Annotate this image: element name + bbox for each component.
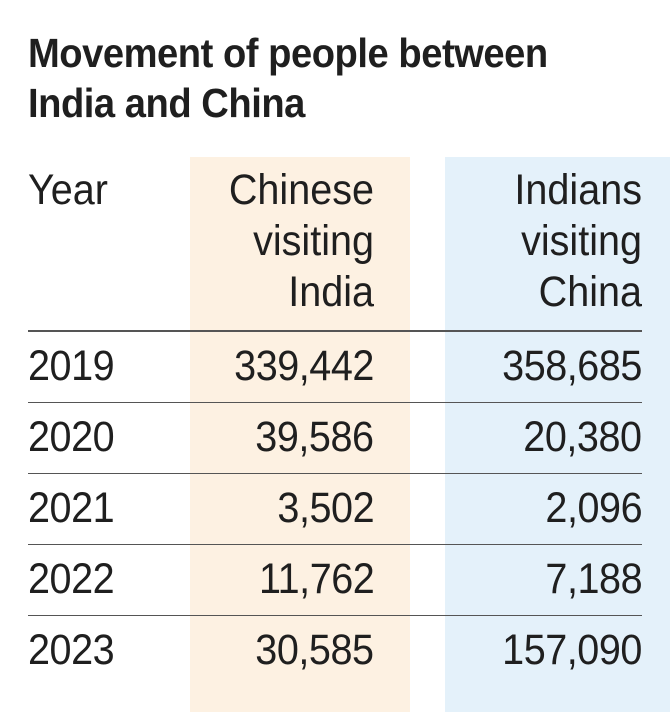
title-line-2: India and China <box>28 80 305 126</box>
header-chinese-line-3: India <box>288 268 374 316</box>
table-row: 2020 39,586 20,380 <box>28 401 643 473</box>
cell-chinese: 11,762 <box>190 543 375 615</box>
table-row: 2023 30,585 157,090 <box>28 614 642 686</box>
cell-indians: 2,096 <box>374 472 642 544</box>
cell-indians-text: 7,188 <box>545 555 642 603</box>
cell-chinese: 30,585 <box>190 614 375 686</box>
header-year-line-1: Year <box>28 166 108 214</box>
header-year: Year <box>28 165 177 331</box>
header-indians-line-1: Indians <box>514 166 642 214</box>
cell-chinese: 39,586 <box>190 401 375 473</box>
header-indians-line-3: China <box>538 268 642 316</box>
visitors-table: Year Chinese visiting India Indians visi… <box>28 165 642 686</box>
cell-chinese-text: 339,442 <box>234 342 374 391</box>
cell-indians: 157,090 <box>374 614 642 686</box>
header-chinese-line-2: visiting <box>253 217 374 265</box>
cell-indians-text: 2,096 <box>545 484 642 532</box>
table-row: 2021 3,502 2,096 <box>28 472 642 544</box>
cell-indians: 20,380 <box>374 401 643 473</box>
cell-year: 2022 <box>28 543 190 615</box>
cell-chinese: 3,502 <box>190 472 374 544</box>
cell-indians: 358,685 <box>374 330 642 402</box>
header-chinese: Chinese visiting India <box>205 165 374 331</box>
cell-year: 2021 <box>28 472 190 544</box>
header-indians-line-2: visiting <box>521 217 642 265</box>
table-row: 2019 339,442 358,685 <box>28 330 642 402</box>
header-row: Year Chinese visiting India Indians visi… <box>28 165 642 331</box>
cell-chinese: 339,442 <box>190 330 374 402</box>
cell-indians-text: 20,380 <box>523 413 643 461</box>
cell-chinese-text: 3,502 <box>277 484 374 532</box>
cell-year-text: 2020 <box>28 413 115 461</box>
header-chinese-line-1: Chinese <box>228 166 374 214</box>
cell-chinese-text: 39,586 <box>255 413 375 461</box>
cell-year: 2023 <box>28 614 190 686</box>
cell-year-text: 2021 <box>28 484 115 532</box>
cell-chinese-text: 11,762 <box>258 555 375 603</box>
cell-indians-text: 358,685 <box>502 342 642 391</box>
title-line-1: Movement of people between <box>28 30 548 76</box>
cell-year: 2020 <box>28 401 190 473</box>
header-indians: Indians visiting China <box>395 165 642 331</box>
cell-year-text: 2019 <box>28 342 115 391</box>
table-row: 2022 11,762 7,188 <box>28 543 642 615</box>
chart-title: Movement of people between India and Chi… <box>28 28 605 128</box>
cell-indians-text: 157,090 <box>502 626 642 675</box>
cell-indians: 7,188 <box>374 543 642 615</box>
cell-chinese-text: 30,585 <box>255 626 375 675</box>
cell-year-text: 2022 <box>28 555 115 603</box>
cell-year-text: 2023 <box>28 626 115 675</box>
cell-year: 2019 <box>28 330 190 402</box>
